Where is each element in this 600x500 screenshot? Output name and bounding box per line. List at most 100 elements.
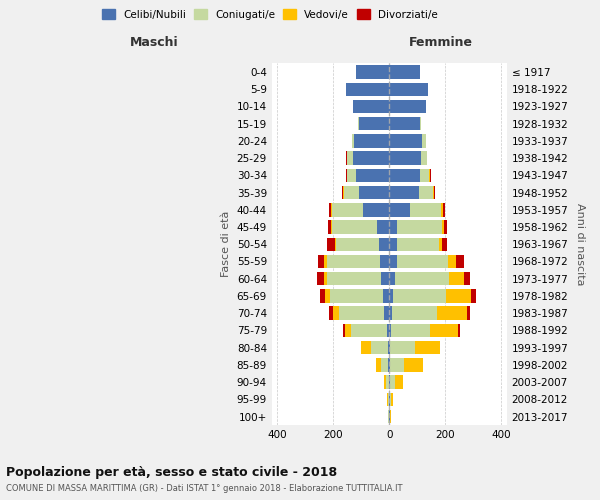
Bar (320, 289, 325, 302)
Bar (397, 238, 439, 251)
Text: COMUNE DI MASSA MARITTIMA (GR) - Dati ISTAT 1° gennaio 2018 - Elaborazione TUTTI: COMUNE DI MASSA MARITTIMA (GR) - Dati IS… (6, 484, 403, 493)
Bar (353, 152, 389, 165)
Bar (359, 186, 389, 200)
Bar (343, 324, 345, 337)
Bar (371, 341, 388, 354)
Bar (420, 168, 429, 182)
Bar (331, 220, 332, 234)
Bar (434, 186, 436, 200)
Bar (389, 324, 391, 337)
Bar (442, 220, 444, 234)
Bar (442, 238, 448, 251)
Bar (353, 100, 389, 113)
Bar (433, 186, 434, 200)
Bar (335, 238, 336, 251)
Text: Maschi: Maschi (130, 36, 179, 49)
Bar (444, 220, 448, 234)
Bar (377, 220, 389, 234)
Bar (356, 66, 389, 78)
Bar (356, 168, 389, 182)
Bar (336, 238, 379, 251)
Bar (329, 306, 334, 320)
Text: Popolazione per età, sesso e stato civile - 2018: Popolazione per età, sesso e stato civil… (6, 466, 337, 479)
Bar (389, 289, 392, 302)
Bar (467, 306, 470, 320)
Bar (325, 289, 330, 302)
Bar (380, 255, 389, 268)
Bar (389, 358, 391, 372)
Bar (443, 203, 445, 216)
Bar (430, 324, 458, 337)
Bar (395, 272, 449, 285)
Bar (389, 134, 422, 147)
Bar (384, 306, 389, 320)
Bar (344, 186, 359, 200)
Bar (389, 203, 410, 216)
Bar (421, 152, 427, 165)
Bar (419, 186, 433, 200)
Bar (383, 289, 389, 302)
Bar (334, 306, 339, 320)
Bar (339, 306, 384, 320)
Bar (415, 341, 440, 354)
Bar (352, 134, 355, 147)
Bar (464, 272, 470, 285)
Bar (458, 324, 460, 337)
Bar (389, 255, 397, 268)
Bar (327, 272, 382, 285)
Legend: Celibi/Nubili, Coniugati/e, Vedovi/e, Divorziati/e: Celibi/Nubili, Coniugati/e, Vedovi/e, Di… (98, 5, 442, 24)
Bar (317, 272, 323, 285)
Bar (389, 272, 395, 285)
Bar (376, 358, 381, 372)
Bar (446, 289, 471, 302)
Bar (361, 341, 371, 354)
Bar (388, 358, 389, 372)
Bar (392, 289, 446, 302)
Text: Femmine: Femmine (409, 36, 473, 49)
Bar (389, 186, 419, 200)
Bar (327, 238, 335, 251)
Bar (350, 324, 387, 337)
Bar (392, 306, 437, 320)
Bar (363, 203, 389, 216)
Bar (389, 168, 420, 182)
Bar (389, 238, 397, 251)
Bar (422, 134, 425, 147)
Bar (332, 203, 363, 216)
Bar (379, 238, 389, 251)
Bar (391, 392, 394, 406)
Bar (347, 168, 356, 182)
Bar (347, 152, 353, 165)
Bar (323, 272, 327, 285)
Bar (389, 82, 428, 96)
Bar (439, 238, 442, 251)
Bar (383, 376, 386, 389)
Bar (437, 306, 467, 320)
Bar (342, 186, 343, 200)
Bar (328, 220, 331, 234)
Bar (397, 255, 448, 268)
Bar (382, 272, 389, 285)
Y-axis label: Anni di nascita: Anni di nascita (575, 203, 585, 285)
Bar (389, 341, 391, 354)
Bar (389, 100, 425, 113)
Bar (388, 341, 389, 354)
Bar (441, 203, 443, 216)
Bar (389, 117, 420, 130)
Bar (397, 220, 442, 234)
Bar (359, 117, 389, 130)
Bar (346, 168, 347, 182)
Bar (395, 376, 403, 389)
Bar (355, 134, 389, 147)
Bar (391, 341, 415, 354)
Bar (325, 255, 326, 268)
Bar (391, 324, 430, 337)
Bar (329, 203, 331, 216)
Bar (449, 272, 464, 285)
Bar (456, 255, 464, 268)
Bar (332, 220, 377, 234)
Bar (381, 358, 388, 372)
Bar (389, 66, 420, 78)
Bar (318, 255, 325, 268)
Y-axis label: Fasce di età: Fasce di età (221, 211, 231, 278)
